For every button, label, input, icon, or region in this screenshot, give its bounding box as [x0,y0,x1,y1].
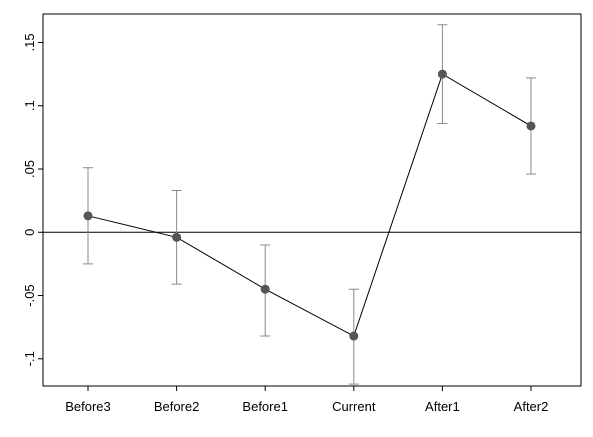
series-line [87,73,532,337]
data-point [437,69,447,79]
x-tick-label: After1 [425,399,460,414]
x-tick-label: Before2 [154,399,200,414]
x-tick-label: Before1 [242,399,288,414]
x-tick-label: Before3 [65,399,111,414]
data-point [349,331,359,341]
y-tick-label: 0 [22,229,37,236]
markers [83,69,536,341]
y-tick-label: -.1 [22,351,37,366]
y-tick-label: .05 [22,160,37,178]
x-axis: Before3 Before2 Before1 Current After1 After2 [65,386,548,414]
data-point [526,121,536,131]
data-point [260,284,270,294]
data-point [172,232,182,242]
x-tick-label: After2 [514,399,549,414]
y-tick-label: .1 [22,100,37,111]
x-tick-label: Current [332,399,376,414]
y-tick-label: .15 [22,33,37,51]
plot-frame [42,13,582,387]
y-tick-label: -.05 [22,284,37,306]
data-point [83,211,93,221]
y-axis: -.1 -.05 0 .05 .1 .15 [22,33,43,366]
